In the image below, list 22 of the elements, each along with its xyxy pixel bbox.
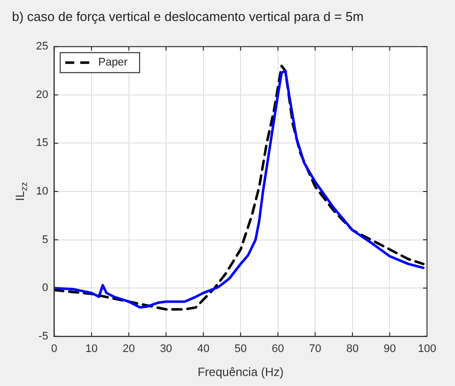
y-tick-label: 0 bbox=[42, 282, 48, 294]
x-tick-label: 0 bbox=[51, 343, 58, 356]
y-tick-label: 25 bbox=[36, 40, 48, 53]
y-tick-label: 15 bbox=[36, 137, 48, 150]
y-tick-label: 10 bbox=[36, 186, 48, 198]
y-tick-label: -5 bbox=[38, 330, 48, 342]
x-axis-title: Frequência (Hz) bbox=[198, 365, 284, 380]
x-tick-label: 60 bbox=[272, 343, 284, 356]
legend-label: Paper bbox=[98, 56, 128, 69]
x-tick-label: 80 bbox=[346, 343, 359, 356]
x-tick-label: 30 bbox=[160, 343, 172, 356]
y-tick-label: 20 bbox=[36, 88, 48, 101]
y-tick-label: 5 bbox=[42, 234, 48, 246]
x-tick-label: 100 bbox=[418, 343, 436, 356]
chart-title: b) caso de força vertical e deslocamento vertical para d = 5m bbox=[11, 8, 365, 26]
x-tick-label: 90 bbox=[384, 343, 396, 356]
x-tick-label: 50 bbox=[234, 343, 247, 356]
y-axis-title: ILzz bbox=[13, 181, 29, 202]
x-tick-label: 40 bbox=[197, 343, 210, 356]
x-tick-label: 20 bbox=[122, 343, 135, 356]
x-tick-label: 10 bbox=[85, 343, 98, 356]
x-tick-label: 70 bbox=[309, 343, 322, 356]
